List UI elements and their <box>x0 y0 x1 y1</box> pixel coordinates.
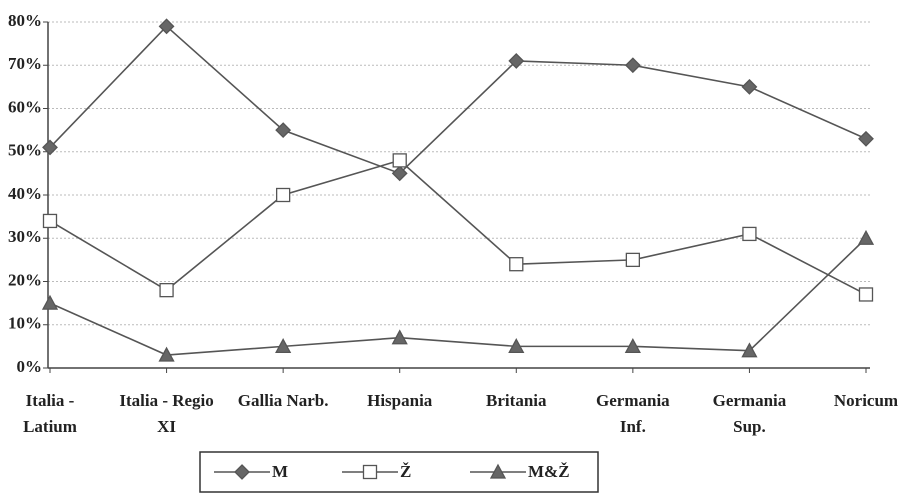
data-point <box>158 18 175 35</box>
x-tick-label: Hispania <box>367 391 433 410</box>
data-point <box>741 342 758 358</box>
data-point <box>275 338 292 354</box>
x-tick-label: Britania <box>486 391 547 410</box>
y-tick-label: 30% <box>8 227 42 246</box>
data-point <box>275 187 291 203</box>
legend-marker <box>489 463 507 479</box>
legend-label: M&Ž <box>528 462 570 481</box>
legend-label: Ž <box>400 462 411 481</box>
data-point <box>508 338 525 354</box>
x-tick-label: Germania Sup. <box>712 391 787 436</box>
data-point <box>741 78 758 95</box>
data-point <box>392 153 407 168</box>
data-point <box>858 287 874 302</box>
data-point <box>42 213 58 229</box>
y-tick-label: 20% <box>8 270 42 289</box>
data-point <box>391 165 408 182</box>
x-tick-label: Noricum <box>833 391 899 410</box>
legend-marker <box>362 464 378 480</box>
data-point <box>742 226 757 242</box>
y-tick-label: 80% <box>8 11 42 30</box>
series-line <box>49 237 867 356</box>
data-point <box>275 122 292 139</box>
y-tick-label: 60% <box>8 97 42 116</box>
data-point <box>509 257 524 272</box>
data-point <box>158 346 175 362</box>
y-tick-label: 50% <box>8 141 42 160</box>
data-point <box>391 329 408 345</box>
data-point <box>624 57 641 74</box>
y-tick-label: 70% <box>8 54 42 73</box>
x-tick-label: Italia - Regio XI <box>119 391 214 436</box>
y-tick-label: 0% <box>17 357 43 376</box>
data-point <box>42 139 58 156</box>
x-tick-label: Germania Inf. <box>596 391 670 436</box>
x-tick-label: Italia - Latium <box>23 391 77 436</box>
data-point <box>508 53 525 69</box>
data-point <box>624 338 641 354</box>
data-point <box>625 252 641 268</box>
data-point <box>858 130 874 147</box>
y-tick-label: 40% <box>8 184 42 203</box>
x-tick-label: Gallia Narb. <box>237 391 329 410</box>
series-line <box>49 159 867 296</box>
data-point <box>41 294 59 310</box>
legend-marker <box>234 464 250 480</box>
y-tick-label: 10% <box>8 314 42 333</box>
data-point <box>857 229 875 245</box>
series-line <box>49 25 867 175</box>
data-point <box>159 282 174 298</box>
legend-label: M <box>272 462 288 481</box>
